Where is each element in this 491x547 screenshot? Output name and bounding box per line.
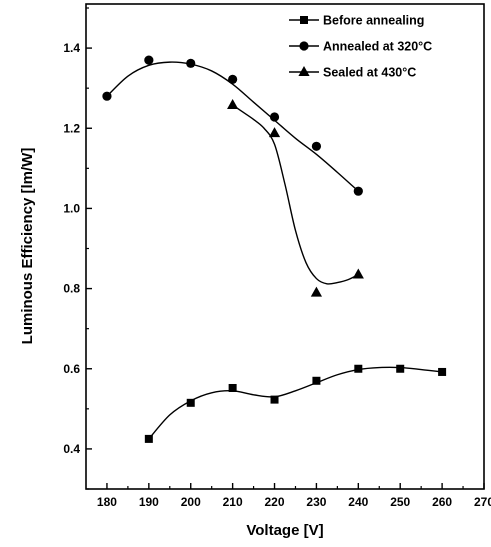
data-point-square [145, 435, 153, 443]
x-tick-label: 240 [348, 495, 368, 509]
data-point-circle [228, 75, 237, 84]
data-point-circle [102, 92, 111, 101]
y-tick-label: 1.0 [63, 201, 80, 215]
data-point-square [312, 377, 320, 385]
data-point-square [354, 365, 362, 373]
legend-marker-square [300, 16, 308, 24]
x-tick-label: 210 [223, 495, 243, 509]
data-point-square [396, 365, 404, 373]
data-point-circle [312, 142, 321, 151]
y-tick-label: 0.6 [63, 362, 80, 376]
y-tick-label: 0.8 [63, 282, 80, 296]
data-point-circle [354, 187, 363, 196]
legend-label: Sealed at 430°C [323, 66, 416, 80]
x-tick-label: 180 [97, 495, 117, 509]
x-tick-label: 190 [139, 495, 159, 509]
legend-marker-circle [299, 41, 308, 50]
data-point-circle [270, 112, 279, 121]
x-tick-label: 220 [265, 495, 285, 509]
legend-label: Annealed at 320°C [323, 40, 432, 54]
data-point-circle [144, 56, 153, 65]
data-point-square [271, 396, 279, 404]
x-tick-label: 230 [306, 495, 326, 509]
data-point-circle [186, 59, 195, 68]
x-axis-title: Voltage [V] [246, 522, 323, 539]
y-tick-label: 1.2 [63, 121, 80, 135]
data-point-square [438, 368, 446, 376]
y-tick-label: 0.4 [63, 442, 80, 456]
legend-label: Before annealing [323, 14, 424, 28]
y-axis-title: Luminous Efficiency [lm/W] [19, 148, 36, 345]
x-tick-label: 200 [181, 495, 201, 509]
x-tick-label: 260 [432, 495, 452, 509]
y-tick-label: 1.4 [63, 41, 80, 55]
data-point-square [229, 384, 237, 392]
x-tick-label: 270 [474, 495, 491, 509]
data-point-square [187, 399, 195, 407]
x-tick-label: 250 [390, 495, 410, 509]
